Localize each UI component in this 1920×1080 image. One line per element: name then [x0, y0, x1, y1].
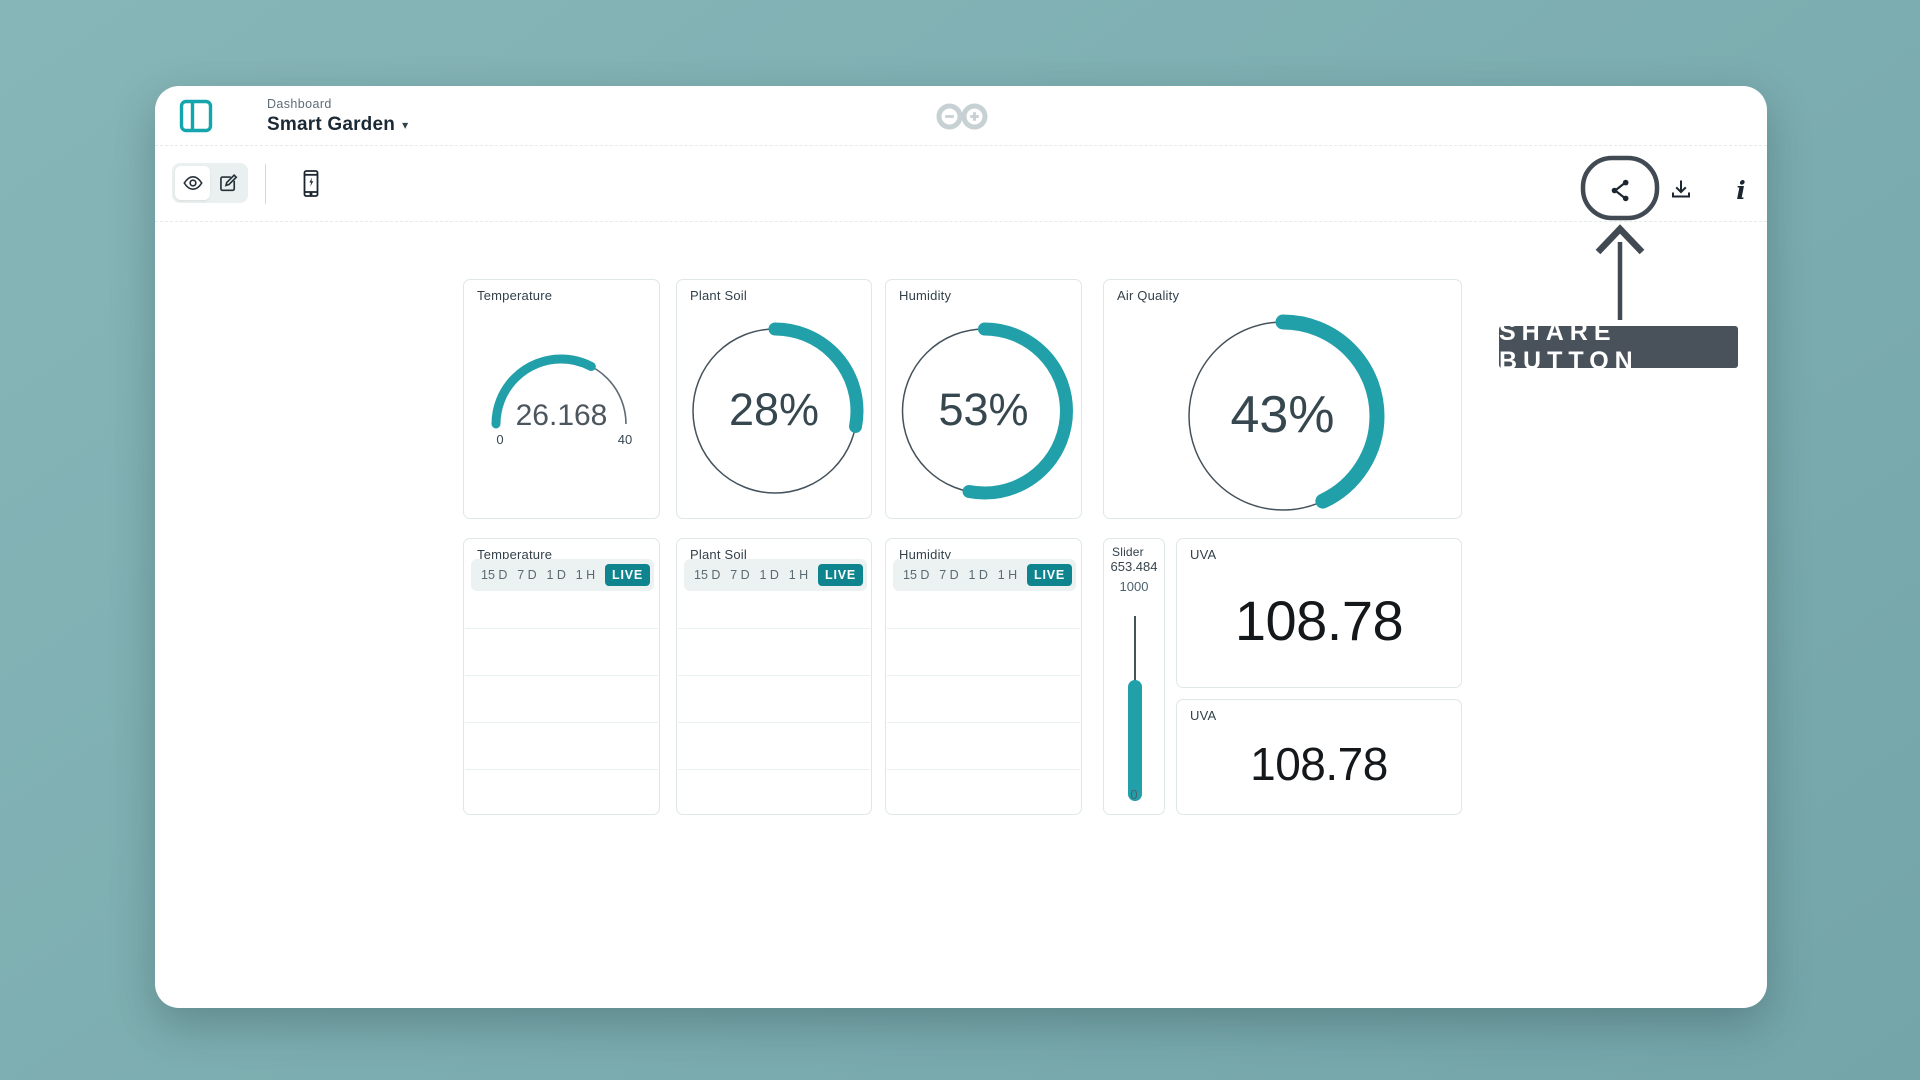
layout-sidebar-icon — [179, 99, 213, 133]
range-1d[interactable]: 1 D — [546, 568, 566, 582]
chart-plot-area — [465, 582, 658, 813]
gauge-min-label: 0 — [496, 432, 504, 447]
range-1h[interactable]: 1 H — [788, 568, 809, 582]
chart-plot-area — [887, 582, 1080, 813]
widget-humidity-chart: Humidity 15 D 7 D 1 D 1 H LIVE — [885, 538, 1082, 815]
widget-plant-soil-chart: Plant Soil 15 D 7 D 1 D 1 H LIVE — [676, 538, 872, 815]
widget-title: Humidity — [899, 547, 952, 562]
italic-i-info-icon: i — [1736, 175, 1746, 205]
widget-title: Temperature — [477, 547, 553, 562]
range-15d[interactable]: 15 D — [481, 568, 508, 582]
window-header: Dashboard Smart Garden ▾ — [155, 86, 1767, 146]
gauge-value: 53% — [938, 384, 1029, 435]
semi-gauge — [491, 354, 631, 429]
dashboard-title-menu[interactable]: Smart Garden ▾ — [267, 114, 408, 136]
range-1h[interactable]: 1 H — [575, 568, 596, 582]
widget-title: Plant Soil — [690, 288, 747, 303]
pencil-square-icon — [217, 172, 239, 194]
widget-uva-value-2: UVA 108.78 — [1176, 699, 1462, 815]
widget-title: Air Quality — [1117, 288, 1180, 303]
toolbar-divider — [265, 164, 266, 204]
widget-title: Plant Soil — [690, 547, 747, 562]
eye-icon — [182, 172, 204, 194]
widget-uva-value-1: UVA 108.78 — [1176, 538, 1462, 688]
widget-title: UVA — [1190, 547, 1217, 562]
range-live-badge[interactable]: LIVE — [1027, 564, 1072, 586]
download-button[interactable] — [1663, 172, 1699, 208]
gauge-value: 28% — [728, 384, 820, 435]
slider-fill-handle[interactable] — [1128, 680, 1142, 801]
ring-gauge — [686, 322, 864, 500]
mobile-preview-button[interactable] — [293, 166, 329, 202]
mobile-phone-bolt-icon — [298, 169, 324, 199]
widget-air-quality-gauge: Air Quality 43% — [1103, 279, 1462, 519]
range-1h[interactable]: 1 H — [997, 568, 1018, 582]
share-button-callout: SHARE BUTTON — [1499, 318, 1738, 375]
range-1d[interactable]: 1 D — [968, 568, 988, 582]
value-readout: 108.78 — [1234, 588, 1404, 652]
share-nodes-icon — [1607, 177, 1634, 204]
slider-min-label: 0 — [1130, 787, 1138, 802]
widget-title: Humidity — [899, 288, 952, 303]
range-live-badge[interactable]: LIVE — [818, 564, 863, 586]
widget-title: UVA — [1190, 708, 1217, 723]
arduino-infinity-logo — [935, 101, 989, 132]
slider-value: 653.484 — [1110, 559, 1158, 574]
range-live-badge[interactable]: LIVE — [605, 564, 650, 586]
view-mode-button[interactable] — [175, 166, 210, 200]
widget-temperature-chart: Temperature 15 D 7 D 1 D 1 H LIVE — [463, 538, 660, 815]
ring-gauge — [896, 322, 1073, 500]
ring-gauge — [1181, 314, 1385, 518]
widget-slider: Slider 653.484 1000 0 — [1103, 538, 1165, 815]
value-readout: 108.78 — [1250, 738, 1388, 790]
edit-mode-button[interactable] — [210, 166, 245, 200]
widget-humidity-gauge: Humidity 53% — [885, 279, 1082, 519]
widget-plant-soil-gauge: Plant Soil 28% — [676, 279, 872, 519]
range-15d[interactable]: 15 D — [903, 568, 930, 582]
slider-control[interactable] — [1128, 616, 1142, 801]
widget-title: Slider — [1112, 545, 1144, 559]
share-annotation-arrow — [1580, 155, 1660, 320]
gauge-value: 26.168 — [515, 399, 608, 432]
window-toolbar: i — [155, 146, 1767, 222]
gauge-value: 43% — [1230, 386, 1335, 444]
info-button[interactable]: i — [1723, 172, 1759, 208]
chevron-down-icon: ▾ — [402, 118, 409, 132]
view-edit-toggle — [172, 163, 248, 203]
sidebar-toggle-button[interactable] — [179, 99, 213, 133]
range-7d[interactable]: 7 D — [730, 568, 750, 582]
breadcrumb: Dashboard — [267, 97, 332, 111]
gauge-max-label: 40 — [617, 432, 633, 447]
range-7d[interactable]: 7 D — [517, 568, 537, 582]
range-15d[interactable]: 15 D — [694, 568, 721, 582]
page-title: Smart Garden — [267, 114, 396, 135]
slider-max-label: 1000 — [1119, 579, 1149, 594]
widget-temperature-gauge: Temperature 26.168 0 40 — [463, 279, 660, 519]
download-tray-icon — [1668, 177, 1694, 203]
range-1d[interactable]: 1 D — [759, 568, 779, 582]
range-7d[interactable]: 7 D — [939, 568, 959, 582]
chart-plot-area — [678, 582, 870, 813]
dashboard-window: Dashboard Smart Garden ▾ — [155, 86, 1767, 1008]
share-button[interactable] — [1602, 172, 1638, 208]
widget-title: Temperature — [477, 288, 553, 303]
